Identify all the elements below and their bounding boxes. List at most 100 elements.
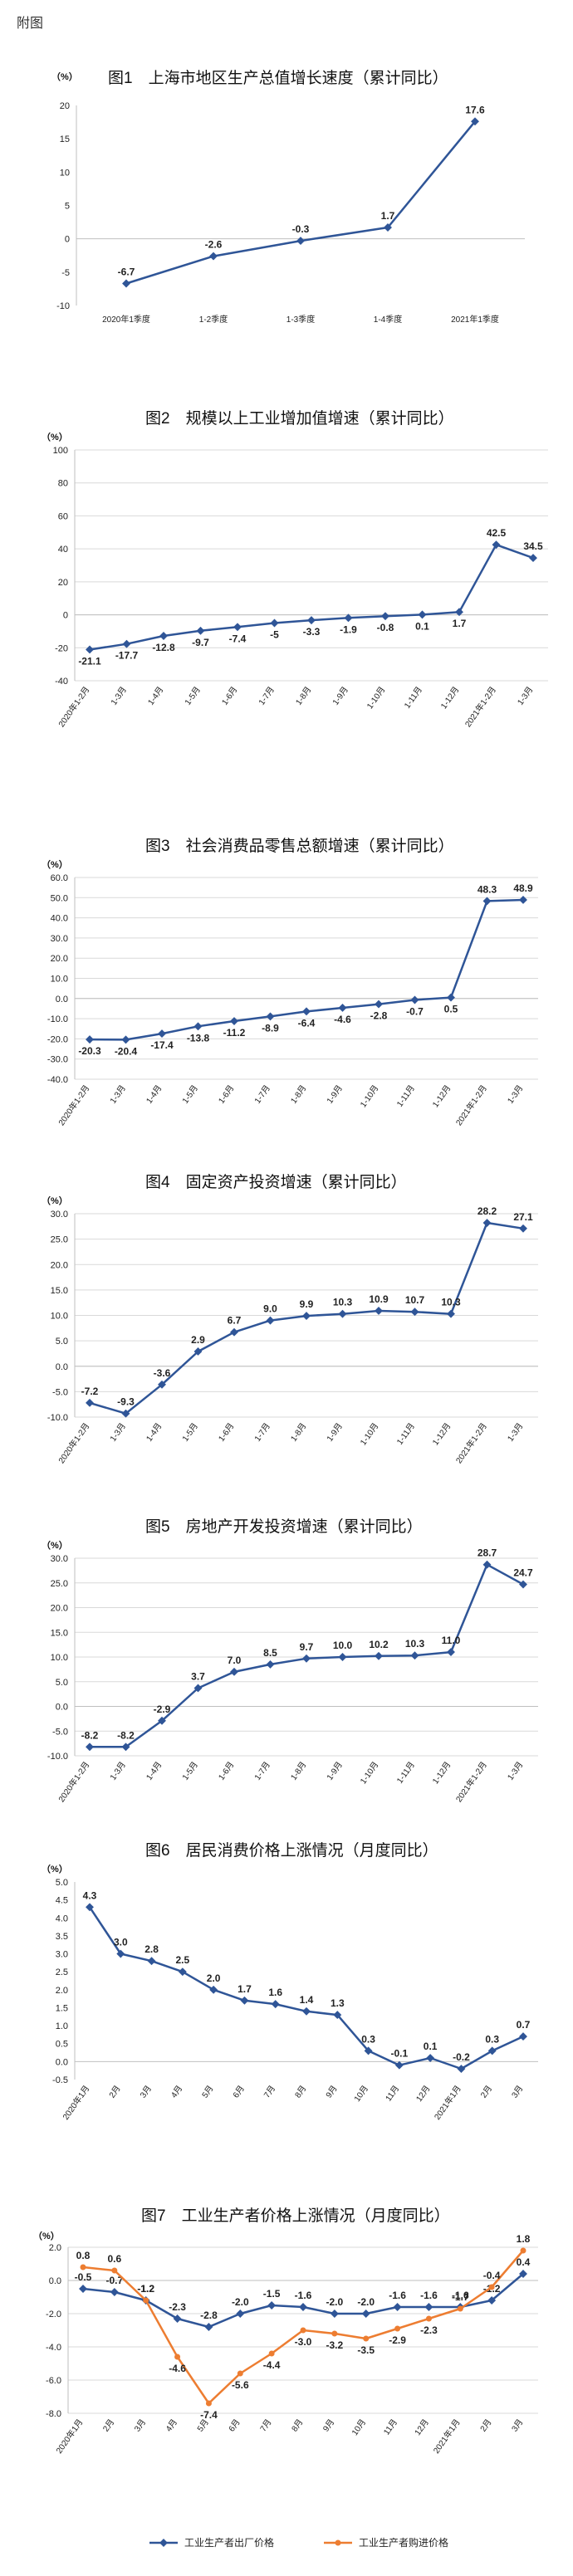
data-label: -0.2 — [453, 2051, 470, 2063]
x-tick-label: 1-3月 — [506, 1760, 526, 1782]
y-tick-label: -0.5 — [52, 2075, 68, 2085]
data-point — [529, 554, 537, 563]
data-point — [394, 2060, 404, 2070]
data-point — [159, 632, 168, 640]
data-point — [196, 626, 205, 635]
x-tick-label: 6月 — [231, 2084, 247, 2100]
data-point — [424, 2303, 433, 2311]
axis-unit-label: （%） — [33, 2231, 60, 2241]
data-point — [230, 1327, 238, 1337]
x-tick-label: 1-5月 — [180, 1083, 200, 1106]
x-tick-label: 1-3月 — [108, 1421, 128, 1444]
data-label: -7.4 — [229, 633, 247, 644]
data-point — [233, 623, 242, 632]
data-label: -3.2 — [326, 2339, 344, 2351]
x-tick-label: 1-10月 — [365, 685, 387, 711]
x-tick-label: 2021年1-2月 — [463, 684, 498, 729]
axis-unit-label: （%） — [42, 1540, 68, 1551]
data-label: -13.8 — [187, 1032, 210, 1044]
x-tick-label: 1-9月 — [325, 1083, 345, 1106]
y-tick-label: 1.0 — [56, 2021, 68, 2031]
x-tick-label: 2021年1-2月 — [453, 1759, 489, 1804]
data-point — [482, 1219, 492, 1227]
data-point — [302, 1654, 311, 1663]
chart-7-svg: 图7 工业生产者价格上涨情况（月度同比） （%） -8.0 -6.0 -4.0 -2.0 0… — [33, 2207, 538, 2549]
data-label: 3.0 — [114, 1937, 128, 1948]
data-label: 0.7 — [517, 2019, 531, 2031]
x-tick-label: 5月 — [200, 2084, 216, 2100]
y-tick-label: 10 — [60, 168, 70, 178]
x-tick-label: 1-3季度 — [286, 314, 315, 325]
data-label: 9.7 — [300, 1641, 314, 1653]
x-tick-label: 12月 — [413, 2417, 431, 2437]
x-tick-label: 10月 — [352, 2084, 370, 2104]
data-label: 8.5 — [263, 1647, 277, 1659]
data-label: -1.6 — [389, 2290, 406, 2301]
x-tick-label: 1-3月 — [108, 1083, 128, 1106]
data-label: 28.7 — [478, 1547, 497, 1559]
data-label: 10.3 — [441, 1297, 461, 1308]
data-label: 1.7 — [453, 618, 467, 629]
y-tick-label: -10 — [56, 301, 70, 311]
y-tick-label: 15.0 — [51, 1286, 68, 1296]
data-point — [121, 1035, 130, 1044]
data-point — [204, 2323, 213, 2331]
y-tick-label: 5.0 — [56, 1678, 68, 1688]
data-label: 2.5 — [176, 1954, 190, 1966]
chart-3-svg: 图3 社会消费品零售总额增速（累计同比） （%） -40.0 -30.0 -20.0 -1… — [42, 837, 538, 1127]
y-tick-label: 2.5 — [56, 1967, 68, 1977]
y-tick-label: 0.5 — [56, 2040, 68, 2050]
data-label: 0.8 — [76, 2250, 91, 2261]
data-label: 1.8 — [517, 2233, 531, 2245]
data-label: -1.5 — [263, 2288, 281, 2300]
data-label: -0.7 — [106, 2275, 124, 2286]
chart-2-svg: 图2 规模以上工业增加值增速（累计同比） （%） -40 -20 0 20 40 60 80 10… — [42, 409, 548, 729]
data-label: 1.3 — [331, 1997, 345, 2009]
data-label: 0.6 — [108, 2253, 122, 2265]
x-tick-label: 1-8月 — [294, 685, 314, 707]
data-point — [209, 252, 218, 261]
data-point — [410, 995, 419, 1004]
data-point — [240, 1996, 249, 2005]
x-tick-label: 1-12月 — [430, 1421, 453, 1447]
data-point — [482, 897, 492, 906]
data-label: 0.4 — [517, 2256, 531, 2268]
y-tick-label: 40.0 — [51, 914, 68, 924]
y-tick-label: 0.0 — [49, 2276, 61, 2286]
data-point — [344, 613, 353, 623]
data-point — [266, 1012, 275, 1021]
y-tick-label: 1.5 — [56, 2003, 68, 2013]
x-tick-label: 7月 — [262, 2084, 277, 2100]
data-label: 28.2 — [478, 1205, 497, 1217]
x-tick-label: 1-9月 — [325, 1760, 345, 1782]
y-tick-label: 0 — [65, 235, 70, 245]
data-label: 27.1 — [513, 1211, 533, 1223]
data-point — [375, 1307, 383, 1315]
chart-7-ppi: 图7 工业生产者价格上涨情况（月度同比） （%） -8.0 -6.0 -4.0 -2.0 0… — [0, 2196, 573, 2572]
x-tick-label: 2020年1月 — [53, 2417, 85, 2456]
data-label: -8.2 — [81, 1729, 99, 1741]
data-label: 0.3 — [485, 2033, 499, 2045]
data-point — [482, 1560, 492, 1569]
data-point — [330, 2310, 339, 2318]
data-label: 2.0 — [207, 1972, 221, 1984]
data-label: -12.8 — [152, 642, 175, 653]
data-label: -0.1 — [391, 2048, 409, 2060]
chart-5-real-estate-investment: 图5 房地产开发投资增速（累计同比） （%） -10.0 -5.0 0.0 5.0 10.0… — [0, 1507, 573, 1839]
data-point — [302, 2007, 311, 2016]
data-label: -6.7 — [118, 266, 135, 277]
data-point — [447, 1648, 455, 1656]
data-label: 48.3 — [478, 883, 497, 895]
data-point — [338, 1004, 347, 1012]
y-tick-label: 3.5 — [56, 1932, 68, 1942]
data-label: 0.5 — [444, 1004, 458, 1015]
y-tick-label: 30.0 — [51, 1210, 68, 1220]
axis-unit-label: （%） — [42, 1195, 68, 1206]
chart-title: 图5 房地产开发投资增速（累计同比） — [145, 1518, 423, 1536]
data-label: -21.1 — [78, 655, 101, 667]
data-point — [270, 618, 279, 628]
x-tick-label: 1-10月 — [358, 1760, 380, 1786]
x-tick-label: 1-11月 — [402, 685, 424, 711]
x-tick-label: 2021年1月 — [431, 2417, 463, 2456]
x-tick-label: 9月 — [321, 2417, 337, 2434]
